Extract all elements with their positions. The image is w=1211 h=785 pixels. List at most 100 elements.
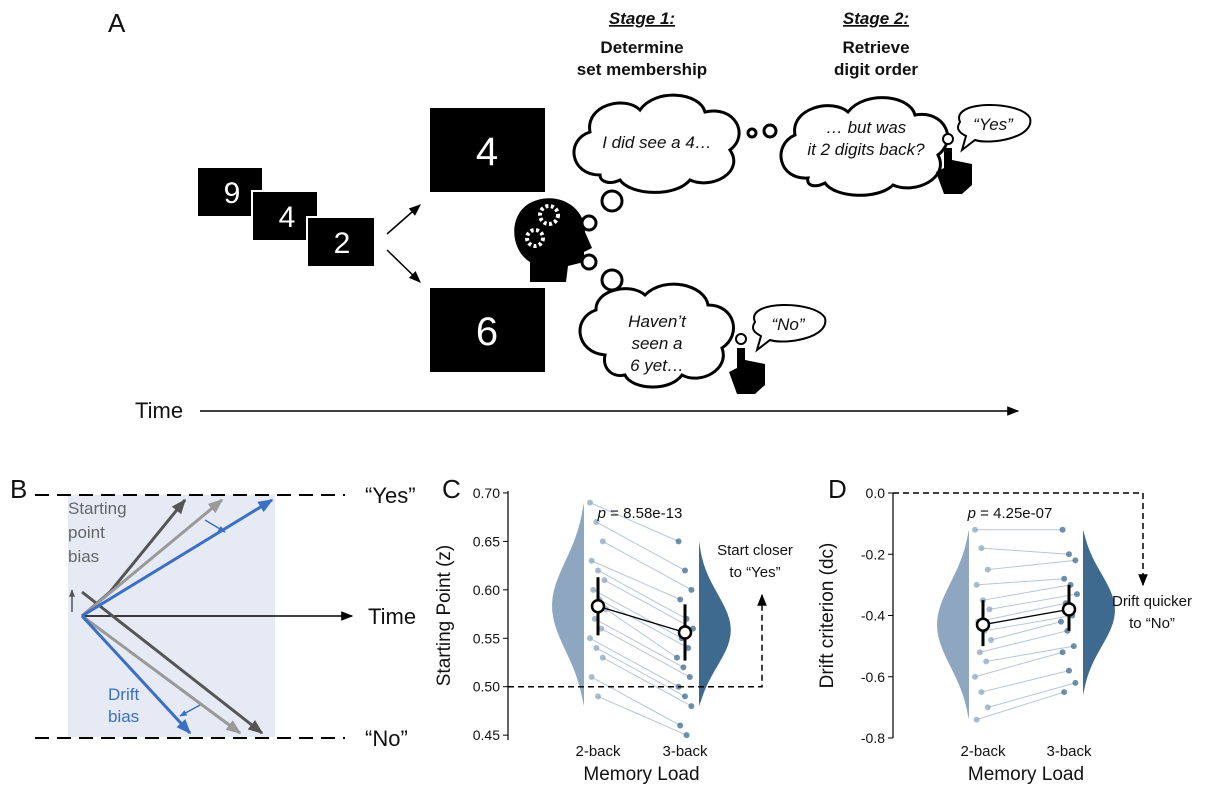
y-tick-label: -0.4 (861, 608, 885, 624)
data-point (1066, 551, 1072, 558)
pair-line (605, 608, 678, 659)
data-point (595, 693, 601, 700)
trajectory (81, 498, 224, 618)
pair-line (981, 670, 1070, 693)
p-symbol: p (597, 505, 606, 522)
data-point (984, 566, 991, 573)
data-point (984, 704, 991, 711)
x-tick-label: 3-back (1046, 743, 1092, 760)
data-point (682, 693, 688, 700)
data-point (1061, 689, 1068, 696)
line: bias (68, 547, 99, 566)
p-text: = 8.58e-13 (606, 505, 682, 522)
pair-line (979, 630, 1068, 653)
mean-line (597, 605, 686, 634)
data-point (680, 664, 687, 671)
p-symbol: p (967, 505, 976, 522)
pair-line (981, 547, 1070, 555)
panel-label: C (442, 474, 461, 504)
pair-line (594, 618, 684, 668)
pair-line (984, 615, 1073, 632)
digit: 9 (224, 177, 241, 210)
y-tick-label: 0.65 (473, 533, 500, 549)
probe-box (430, 288, 545, 372)
pair-line (987, 559, 1076, 571)
trajectory (81, 614, 242, 735)
pair-line (987, 682, 1076, 708)
reference-line (508, 593, 767, 688)
data-point (1061, 575, 1068, 582)
annotation-line: to “No” (1129, 615, 1175, 632)
data-point (599, 538, 606, 545)
pair-line (596, 521, 686, 571)
digit: 2 (334, 227, 351, 260)
mean-marker (1061, 602, 1077, 617)
data-point (1059, 526, 1066, 533)
time-label: Time (135, 398, 183, 423)
violin (937, 529, 969, 720)
pair-line (591, 676, 681, 726)
y-tick-label: -0.2 (861, 546, 885, 562)
pair-line (592, 589, 683, 639)
data-point (972, 526, 978, 533)
line: it 2 digits back? (807, 140, 925, 159)
line: Haven’t (628, 312, 687, 331)
data-point (1072, 679, 1079, 686)
arrow (386, 249, 421, 283)
y-tick-label: 0.50 (473, 679, 500, 695)
y-tick-label: 0.60 (473, 582, 500, 598)
stage-description: Retrieve digit order (834, 38, 918, 79)
pair-line (986, 645, 1074, 662)
data-point (588, 674, 595, 681)
y-axis-label: Starting Point (z) (434, 545, 455, 687)
probe-box (430, 108, 545, 192)
boundary-label: “No” (365, 726, 408, 751)
line: … but was (826, 118, 907, 137)
pair-line (602, 540, 692, 591)
y-tick-label: -0.6 (861, 669, 885, 685)
thought: … but was it 2 digits back? (807, 118, 925, 159)
chart: D -0.8 -0.6 -0.4 -0.2 0.0 Drift criterion (dc)… (817, 474, 1192, 785)
y-tick-label: 0.55 (473, 630, 500, 646)
speech-bubble (752, 103, 1032, 353)
head-icon (514, 198, 592, 282)
data-point (688, 703, 695, 710)
data-point (675, 538, 682, 545)
annotation-line: Drift quicker (1112, 593, 1192, 610)
data-point (683, 732, 690, 739)
pair-line (976, 691, 1065, 721)
stage-description: Determine set membership (577, 38, 707, 79)
y-tick-label: 0.45 (473, 727, 500, 743)
pair-line (589, 502, 679, 542)
probe-digit: 4 (476, 130, 498, 174)
pair-line (602, 657, 692, 707)
data-point (677, 596, 684, 603)
pair-line (990, 621, 1062, 641)
pair-line (597, 695, 687, 736)
annotation: Drift quicker to “No” (1112, 593, 1192, 632)
violin (699, 541, 731, 707)
probe-digit: 6 (476, 310, 498, 354)
response: “No” (771, 315, 805, 334)
data-point (598, 625, 605, 632)
x-axis-label: Memory Load (583, 764, 699, 785)
y-axis-label: Drift criterion (dc) (817, 543, 838, 689)
data-point (988, 637, 994, 643)
data-point (1072, 557, 1079, 564)
data-point (973, 581, 980, 588)
line: point (68, 523, 105, 542)
mean-marker (975, 617, 991, 632)
reference-line (893, 492, 1148, 587)
stage-title: Stage 1: (609, 9, 675, 28)
pair-line (596, 647, 686, 697)
annotation-line: Start closer (717, 542, 793, 559)
panel-b: B Starting point bias Drift bias “Yes” “No”… (10, 474, 416, 751)
data-point (983, 658, 990, 665)
line: Drift (108, 685, 139, 704)
arrow (386, 204, 421, 235)
digit-box (306, 216, 376, 268)
line: digit order (834, 60, 918, 79)
line: 6 yet… (630, 356, 684, 375)
p-text: = 4.25e-07 (976, 505, 1052, 522)
data-point (685, 644, 692, 651)
